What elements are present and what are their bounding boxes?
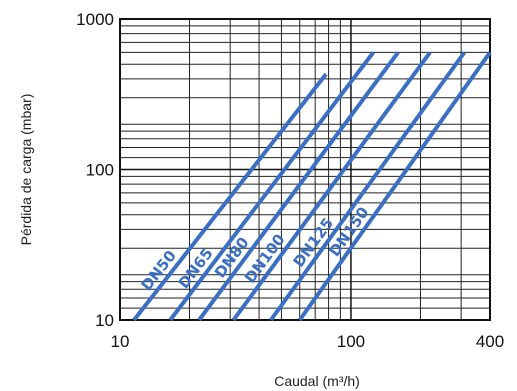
series-line-dn125 — [269, 51, 467, 322]
x-tick-labels: 10 100 400 — [111, 332, 505, 351]
plot-frame — [119, 18, 491, 321]
series-line-dn65 — [168, 51, 375, 322]
series-line-dn80 — [197, 51, 400, 322]
y-axis-label: Pérdida de carga (mbar) — [18, 94, 34, 246]
x-axis-label: Caudal (m³/h) — [274, 373, 360, 389]
x-tick-label: 10 — [111, 332, 130, 351]
series-lines — [132, 51, 492, 322]
minor-gridlines — [120, 19, 490, 320]
x-tick-label: 100 — [337, 332, 365, 351]
x-tick-label: 400 — [476, 332, 504, 351]
series-line-dn50 — [132, 72, 328, 322]
y-tick-label: 10 — [95, 311, 114, 330]
series-line-dn100 — [231, 51, 432, 322]
y-tick-label: 1000 — [76, 10, 114, 29]
y-tick-labels: 10 100 1000 — [76, 10, 114, 330]
y-tick-label: 100 — [86, 161, 114, 180]
series-line-dn150 — [298, 51, 492, 322]
